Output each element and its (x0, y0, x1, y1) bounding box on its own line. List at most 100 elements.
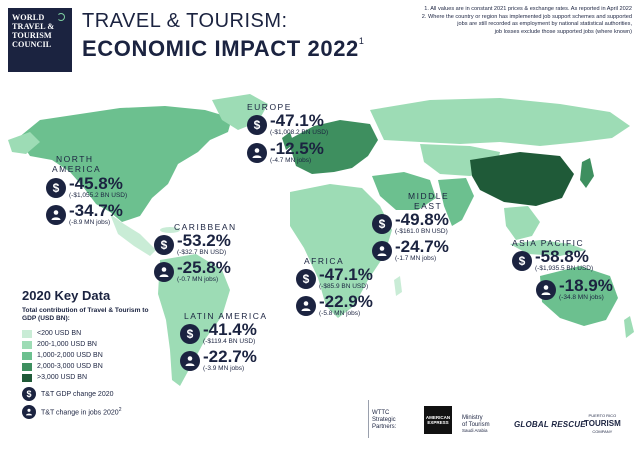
legend-jobs-text: T&T change in jobs 2020 (41, 409, 119, 417)
legend-item: 1,000-2,000 USD BN (22, 350, 192, 361)
partners-label-2: Strategic (372, 417, 396, 423)
map-indonesia (510, 240, 586, 256)
person-icon (180, 350, 200, 371)
region-europe-title: EUROPE (247, 102, 292, 112)
person-icon (296, 295, 316, 316)
region-europe: EUROPE $ -47.1% (-$1,008.2 BN USD) -12.5%… (247, 102, 328, 165)
amex-logo-line1: AMERICAN (425, 415, 451, 420)
page-title-line2: ECONOMIC IMPACT 20221 (82, 36, 364, 62)
legend-jobs-footnote: 2 (118, 407, 122, 414)
asia-pacific-gdp-value: -58.8% (535, 247, 589, 266)
europe-jobs-sub: (-4.7 MN jobs) (270, 157, 312, 164)
europe-gdp-sub: (-$1,008.2 BN USD) (270, 129, 329, 136)
dollar-icon: $ (372, 213, 392, 234)
legend-jobs-key: T&T change in jobs 20202 (22, 405, 192, 419)
legend-subtitle: Total contribution of Travel & Tourism t… (22, 307, 149, 322)
legend-swatch (22, 351, 32, 360)
dollar-icon: $ (296, 268, 316, 289)
footnote-3: jobs are still recorded as employment by… (457, 21, 632, 28)
middle-east-jobs-stat: -24.7% (-1.7 MN jobs) (372, 238, 449, 263)
prt-line1: PUERTO RICO (588, 413, 617, 418)
ministry-line1: Ministry (462, 415, 483, 421)
latin-america-jobs-stat: -22.7% (-3.9 MN jobs) (180, 348, 268, 373)
footnote-2: 2. Where the country or region has imple… (421, 13, 632, 20)
region-middle-east-title-1: MIDDLE (408, 191, 450, 201)
legend-gdp-key: $ T&T GDP change 2020 (22, 387, 192, 401)
region-africa: AFRICA $ -47.1% (-$85.9 BN USD) -22.9% (-5… (296, 256, 373, 318)
africa-jobs-sub: (-5.8 MN jobs) (319, 310, 361, 317)
asia-pacific-jobs-stat: -18.9% (-34.8 MN jobs) (536, 277, 613, 302)
map-japan (580, 158, 594, 188)
person-icon (46, 204, 66, 225)
logo-line-3: TOURISM (12, 31, 52, 40)
person-icon (536, 279, 556, 300)
caribbean-gdp-value: -53.2% (177, 231, 231, 250)
map-southeast-asia (504, 206, 540, 240)
map-south-america (158, 254, 230, 386)
asia-pacific-jobs-value: -18.9% (559, 276, 613, 295)
legend-item-label: >3,000 USD BN (37, 374, 87, 381)
legend-item: 200-1,000 USD BN (22, 339, 192, 350)
wttc-logo: WORLD TRAVEL & TOURISM COUNCIL (8, 8, 72, 72)
europe-gdp-value: -47.1% (270, 111, 324, 130)
person-icon (154, 261, 174, 282)
north-america-jobs-value: -34.7% (69, 201, 123, 220)
global-rescue-logo: GLOBAL RESCUE (514, 420, 586, 429)
legend-item-label: 2,000-3,000 USD BN (37, 363, 103, 370)
page-title-line1: TRAVEL & TOURISM: (82, 10, 288, 32)
latin-america-gdp-sub: (-$119.4 BN USD) (203, 338, 256, 345)
middle-east-jobs-sub: (-1.7 MN jobs) (395, 255, 437, 262)
partners-label-3: Partners: (372, 424, 397, 430)
africa-jobs-stat: -22.9% (-5.8 MN jobs) (296, 293, 373, 318)
caribbean-jobs-stat: -25.8% (-0.7 MN jobs) (154, 259, 237, 284)
north-america-gdp-sub: (-$1,055.2 BN USD) (69, 192, 128, 199)
legend-jobs-label: T&T change in jobs 20202 (41, 407, 121, 416)
africa-gdp-stat: $ -47.1% (-$85.9 BN USD) (296, 266, 373, 291)
prt-line3: COMPANY (592, 429, 613, 434)
person-icon (247, 142, 267, 163)
legend-item: 2,000-3,000 USD BN (22, 361, 192, 372)
region-asia-pacific: ASIA PACIFIC $ -58.8% (-$1,935.5 BN USD) … (512, 238, 613, 302)
middle-east-gdp-sub: (-$161.0 BN USD) (395, 228, 448, 235)
logo-line-4: COUNCIL (12, 40, 52, 49)
map-uk (282, 132, 294, 150)
ministry-line2: of Tourism (462, 421, 490, 428)
latin-america-jobs-value: -22.7% (203, 347, 257, 366)
title-footnote-marker: 1 (358, 36, 365, 46)
asia-pacific-gdp-stat: $ -58.8% (-$1,935.5 BN USD) (512, 248, 613, 273)
europe-jobs-stat: -12.5% (-4.7 MN jobs) (247, 140, 328, 165)
legend-gdp-label: T&T GDP change 2020 (41, 390, 114, 398)
dollar-icon: $ (46, 177, 66, 198)
middle-east-jobs-value: -24.7% (395, 237, 449, 256)
amex-logo: AMERICAN EXPRESS (424, 406, 452, 434)
map-middle-east (372, 172, 436, 210)
prt-line2: TOURISM (584, 419, 621, 428)
latin-america-jobs-sub: (-3.9 MN jobs) (203, 365, 245, 372)
dollar-icon: $ (512, 250, 532, 271)
map-central-america (110, 214, 156, 256)
caribbean-jobs-value: -25.8% (177, 258, 231, 277)
person-icon (22, 405, 36, 419)
region-latin-america: LATIN AMERICA $ -41.4% (-$119.4 BN USD) -… (180, 311, 268, 373)
map-russia (370, 98, 630, 146)
legend-item: <200 USD BN (22, 328, 192, 339)
legend-item: >3,000 USD BN (22, 372, 192, 383)
map-new-zealand (624, 316, 634, 338)
region-caribbean-title: CARIBBEAN (174, 222, 237, 232)
legend-item-label: 200-1,000 USD BN (37, 341, 97, 348)
middle-east-gdp-value: -49.8% (395, 210, 449, 229)
partners-label: WTTC Strategic Partners: (372, 410, 416, 431)
asia-pacific-gdp-sub: (-$1,935.5 BN USD) (535, 265, 594, 272)
region-middle-east-title-2: EAST (414, 201, 443, 211)
map-north-america (18, 106, 232, 222)
legend-item-label: 1,000-2,000 USD BN (37, 352, 103, 359)
middle-east-gdp-stat: $ -49.8% (-$161.0 BN USD) (372, 211, 449, 236)
dollar-icon: $ (154, 234, 174, 255)
world-map (8, 94, 634, 386)
legend: 2020 Key Data Total contribution of Trav… (22, 288, 192, 419)
map-madagascar (394, 276, 402, 296)
map-china (470, 152, 574, 206)
person-icon (372, 240, 392, 261)
region-caribbean: CARIBBEAN $ -53.2% (-$32.7 BN USD) -25.8%… (154, 222, 237, 284)
dollar-icon: $ (180, 323, 200, 344)
